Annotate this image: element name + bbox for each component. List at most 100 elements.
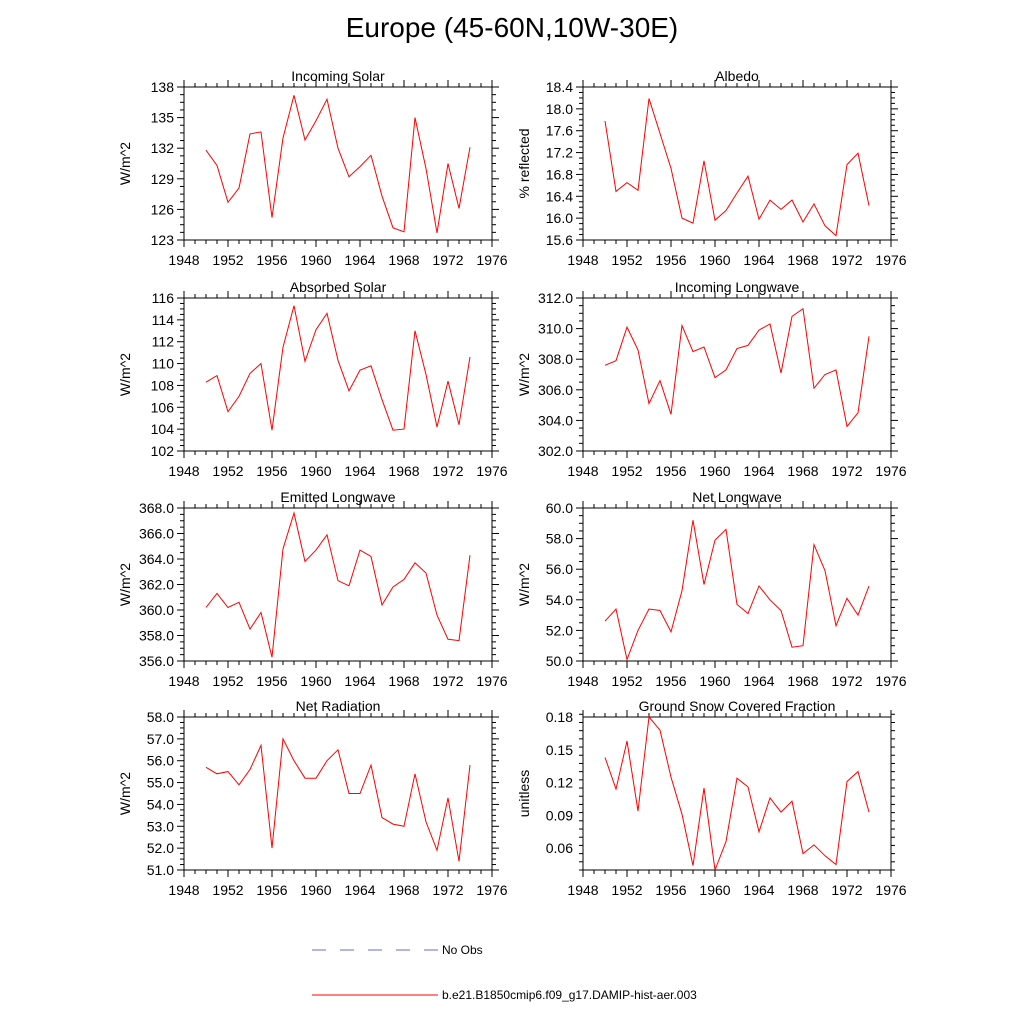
y-tick-label: 358.0 [139, 628, 174, 644]
x-tick-label: 1964 [344, 882, 375, 898]
x-tick-label: 1972 [831, 673, 862, 689]
x-tick-label: 1956 [655, 252, 686, 268]
y-tick-label: 52.0 [147, 840, 174, 856]
y-tick-label: 106 [151, 399, 175, 415]
y-tick-label: 116 [152, 290, 175, 306]
chart-panel: Incoming Solar W/m^2 1948 1952 1956 1960 1964 1… [117, 68, 508, 268]
x-tick-label: 1972 [432, 463, 463, 479]
y-tick-label: 53.0 [147, 818, 174, 834]
x-tick-label: 1968 [388, 673, 419, 689]
y-tick-label: 16.8 [546, 166, 573, 182]
y-tick-label: 366.0 [139, 526, 174, 542]
y-tick-label: 132 [151, 140, 175, 156]
x-tick-label: 1972 [432, 673, 463, 689]
y-tick-label: 304.0 [538, 412, 573, 428]
x-tick-label: 1960 [300, 673, 331, 689]
y-tick-label: 302.0 [538, 443, 573, 459]
y-tick-label: 16.4 [546, 188, 573, 204]
y-axis-label: W/m^2 [117, 142, 133, 185]
y-tick-label: 55.0 [147, 775, 174, 791]
x-tick-label: 1948 [168, 673, 199, 689]
x-tick-label: 1964 [743, 673, 774, 689]
x-tick-label: 1964 [743, 882, 774, 898]
x-tick-label: 1976 [476, 252, 507, 268]
y-tick-label: 123 [151, 232, 175, 248]
y-tick-label: 16.0 [546, 210, 573, 226]
y-tick-label: 0.18 [546, 709, 573, 725]
x-tick-label: 1948 [168, 252, 199, 268]
y-tick-label: 54.0 [546, 592, 573, 608]
chart-title: Ground Snow Covered Fraction [639, 698, 836, 714]
chart-panel: Net Radiation W/m^2 1948 1952 1956 1960 1964 19… [117, 698, 508, 898]
y-tick-label: 112 [152, 334, 175, 350]
plot-frame [582, 507, 892, 662]
x-tick-label: 1972 [432, 882, 463, 898]
x-tick-label: 1948 [567, 673, 598, 689]
x-tick-label: 1956 [256, 882, 287, 898]
y-tick-label: 15.6 [546, 232, 573, 248]
series-line [205, 511, 471, 658]
x-tick-label: 1976 [875, 882, 906, 898]
x-tick-label: 1972 [831, 252, 862, 268]
chart-panel: Albedo % reflected 1948 1952 1956 1960 1964 196… [516, 68, 907, 268]
x-tick-label: 1956 [655, 673, 686, 689]
y-tick-label: 0.06 [546, 840, 573, 856]
y-tick-label: 102 [151, 443, 175, 459]
plot-frame [582, 716, 892, 871]
y-tick-label: 138 [151, 79, 175, 95]
chart-title: Net Radiation [296, 698, 381, 714]
y-axis-label: W/m^2 [117, 772, 133, 815]
y-tick-label: 56.0 [546, 561, 573, 577]
y-tick-label: 60.0 [546, 500, 573, 516]
y-tick-label: 58.0 [546, 531, 573, 547]
x-tick-label: 1952 [611, 673, 642, 689]
y-tick-label: 356.0 [139, 653, 174, 669]
x-tick-label: 1968 [787, 463, 818, 479]
x-tick-label: 1960 [300, 463, 331, 479]
y-tick-label: 110 [152, 356, 175, 372]
x-tick-label: 1952 [212, 463, 243, 479]
y-tick-label: 0.15 [546, 742, 573, 758]
x-tick-label: 1968 [787, 673, 818, 689]
chart-title: Net Longwave [692, 489, 782, 505]
x-tick-label: 1976 [476, 673, 507, 689]
x-tick-label: 1960 [699, 673, 730, 689]
series-line [604, 715, 870, 871]
x-tick-label: 1948 [567, 252, 598, 268]
y-tick-label: 18.4 [546, 79, 573, 95]
x-tick-label: 1948 [168, 882, 199, 898]
x-tick-label: 1956 [256, 463, 287, 479]
x-tick-label: 1960 [699, 463, 730, 479]
y-tick-label: 17.6 [546, 123, 573, 139]
y-tick-label: 360.0 [139, 602, 174, 618]
y-tick-label: 56.0 [147, 753, 174, 769]
x-tick-label: 1968 [388, 463, 419, 479]
x-tick-label: 1976 [875, 252, 906, 268]
chart-title: Incoming Longwave [675, 279, 800, 295]
y-tick-label: 308.0 [538, 351, 573, 367]
x-tick-label: 1964 [743, 252, 774, 268]
y-tick-label: 114 [152, 312, 175, 328]
y-tick-label: 368.0 [139, 500, 174, 516]
x-tick-label: 1952 [611, 882, 642, 898]
y-tick-label: 362.0 [139, 577, 174, 593]
x-tick-label: 1952 [611, 463, 642, 479]
y-tick-label: 50.0 [546, 653, 573, 669]
x-tick-label: 1968 [388, 252, 419, 268]
x-tick-label: 1976 [875, 673, 906, 689]
y-axis-label: W/m^2 [117, 563, 133, 606]
x-tick-label: 1968 [787, 882, 818, 898]
y-tick-label: 18.0 [546, 101, 573, 117]
x-tick-label: 1972 [831, 882, 862, 898]
x-tick-label: 1948 [567, 463, 598, 479]
x-tick-label: 1972 [432, 252, 463, 268]
y-axis-label: W/m^2 [117, 353, 133, 396]
y-tick-label: 312.0 [538, 290, 573, 306]
x-tick-label: 1960 [300, 252, 331, 268]
y-axis-label: W/m^2 [516, 353, 532, 396]
chart-title: Incoming Solar [291, 68, 385, 84]
x-tick-label: 1976 [476, 463, 507, 479]
page-title: Europe (45-60N,10W-30E) [345, 12, 679, 43]
y-axis-label: % reflected [516, 128, 532, 198]
chart-panel: Incoming Longwave W/m^2 1948 1952 1956 1960 19… [516, 279, 907, 479]
